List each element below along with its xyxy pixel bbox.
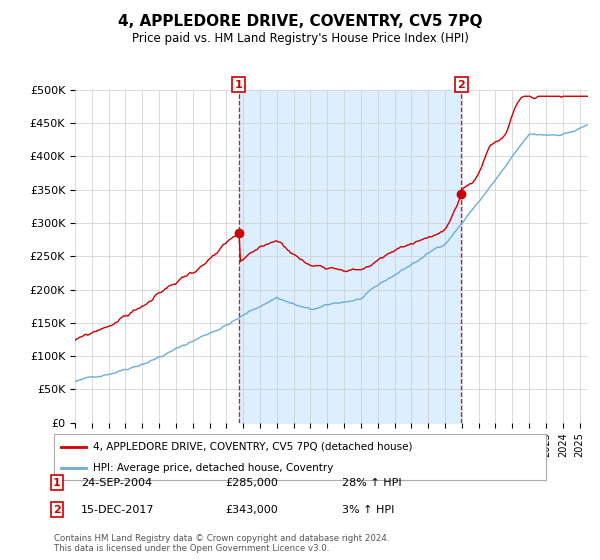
- Text: £343,000: £343,000: [225, 505, 278, 515]
- Text: 4, APPLEDORE DRIVE, COVENTRY, CV5 7PQ: 4, APPLEDORE DRIVE, COVENTRY, CV5 7PQ: [118, 14, 482, 29]
- Text: 3% ↑ HPI: 3% ↑ HPI: [342, 505, 394, 515]
- Text: £285,000: £285,000: [225, 478, 278, 488]
- Text: 4, APPLEDORE DRIVE, COVENTRY, CV5 7PQ (detached house): 4, APPLEDORE DRIVE, COVENTRY, CV5 7PQ (d…: [94, 442, 413, 452]
- Text: Price paid vs. HM Land Registry's House Price Index (HPI): Price paid vs. HM Land Registry's House …: [131, 32, 469, 45]
- Text: 24-SEP-2004: 24-SEP-2004: [81, 478, 152, 488]
- Text: 2: 2: [53, 505, 61, 515]
- Text: 28% ↑ HPI: 28% ↑ HPI: [342, 478, 401, 488]
- Text: 2: 2: [457, 80, 465, 90]
- Text: 1: 1: [53, 478, 61, 488]
- Text: Contains HM Land Registry data © Crown copyright and database right 2024.
This d: Contains HM Land Registry data © Crown c…: [54, 534, 389, 553]
- Text: 15-DEC-2017: 15-DEC-2017: [81, 505, 155, 515]
- Text: HPI: Average price, detached house, Coventry: HPI: Average price, detached house, Cove…: [94, 463, 334, 473]
- Text: 1: 1: [235, 80, 242, 90]
